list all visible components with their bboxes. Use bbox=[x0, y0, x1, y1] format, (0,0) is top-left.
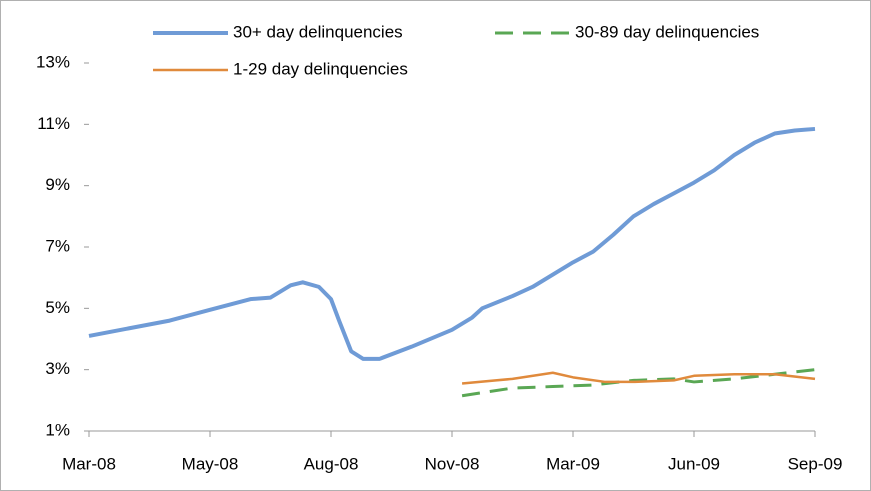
x-tick-label: May-08 bbox=[182, 454, 239, 473]
legend-label: 30-89 day delinquencies bbox=[575, 22, 759, 41]
x-tick-label: Mar-08 bbox=[62, 454, 116, 473]
series-line bbox=[461, 371, 816, 385]
legend-label: 1-29 day delinquencies bbox=[233, 59, 408, 78]
x-tick-label: Mar-09 bbox=[546, 454, 600, 473]
y-tick-label: 9% bbox=[45, 175, 70, 194]
x-tick-label: Jun-09 bbox=[668, 454, 720, 473]
legend-label: 30+ day delinquencies bbox=[233, 22, 403, 41]
y-tick-label: 3% bbox=[45, 359, 70, 378]
y-tick-label: 5% bbox=[45, 298, 70, 317]
y-tick-label: 11% bbox=[37, 114, 70, 133]
y-tick-label: 7% bbox=[45, 236, 70, 255]
x-tick-label: Aug-08 bbox=[304, 454, 359, 473]
series-line bbox=[88, 126, 816, 361]
x-tick-label: Sep-09 bbox=[788, 454, 843, 473]
y-tick-label: 1% bbox=[45, 420, 70, 439]
y-tick-label: 13% bbox=[36, 52, 70, 71]
x-tick-label: Nov-08 bbox=[425, 454, 480, 473]
series-line bbox=[461, 368, 816, 398]
